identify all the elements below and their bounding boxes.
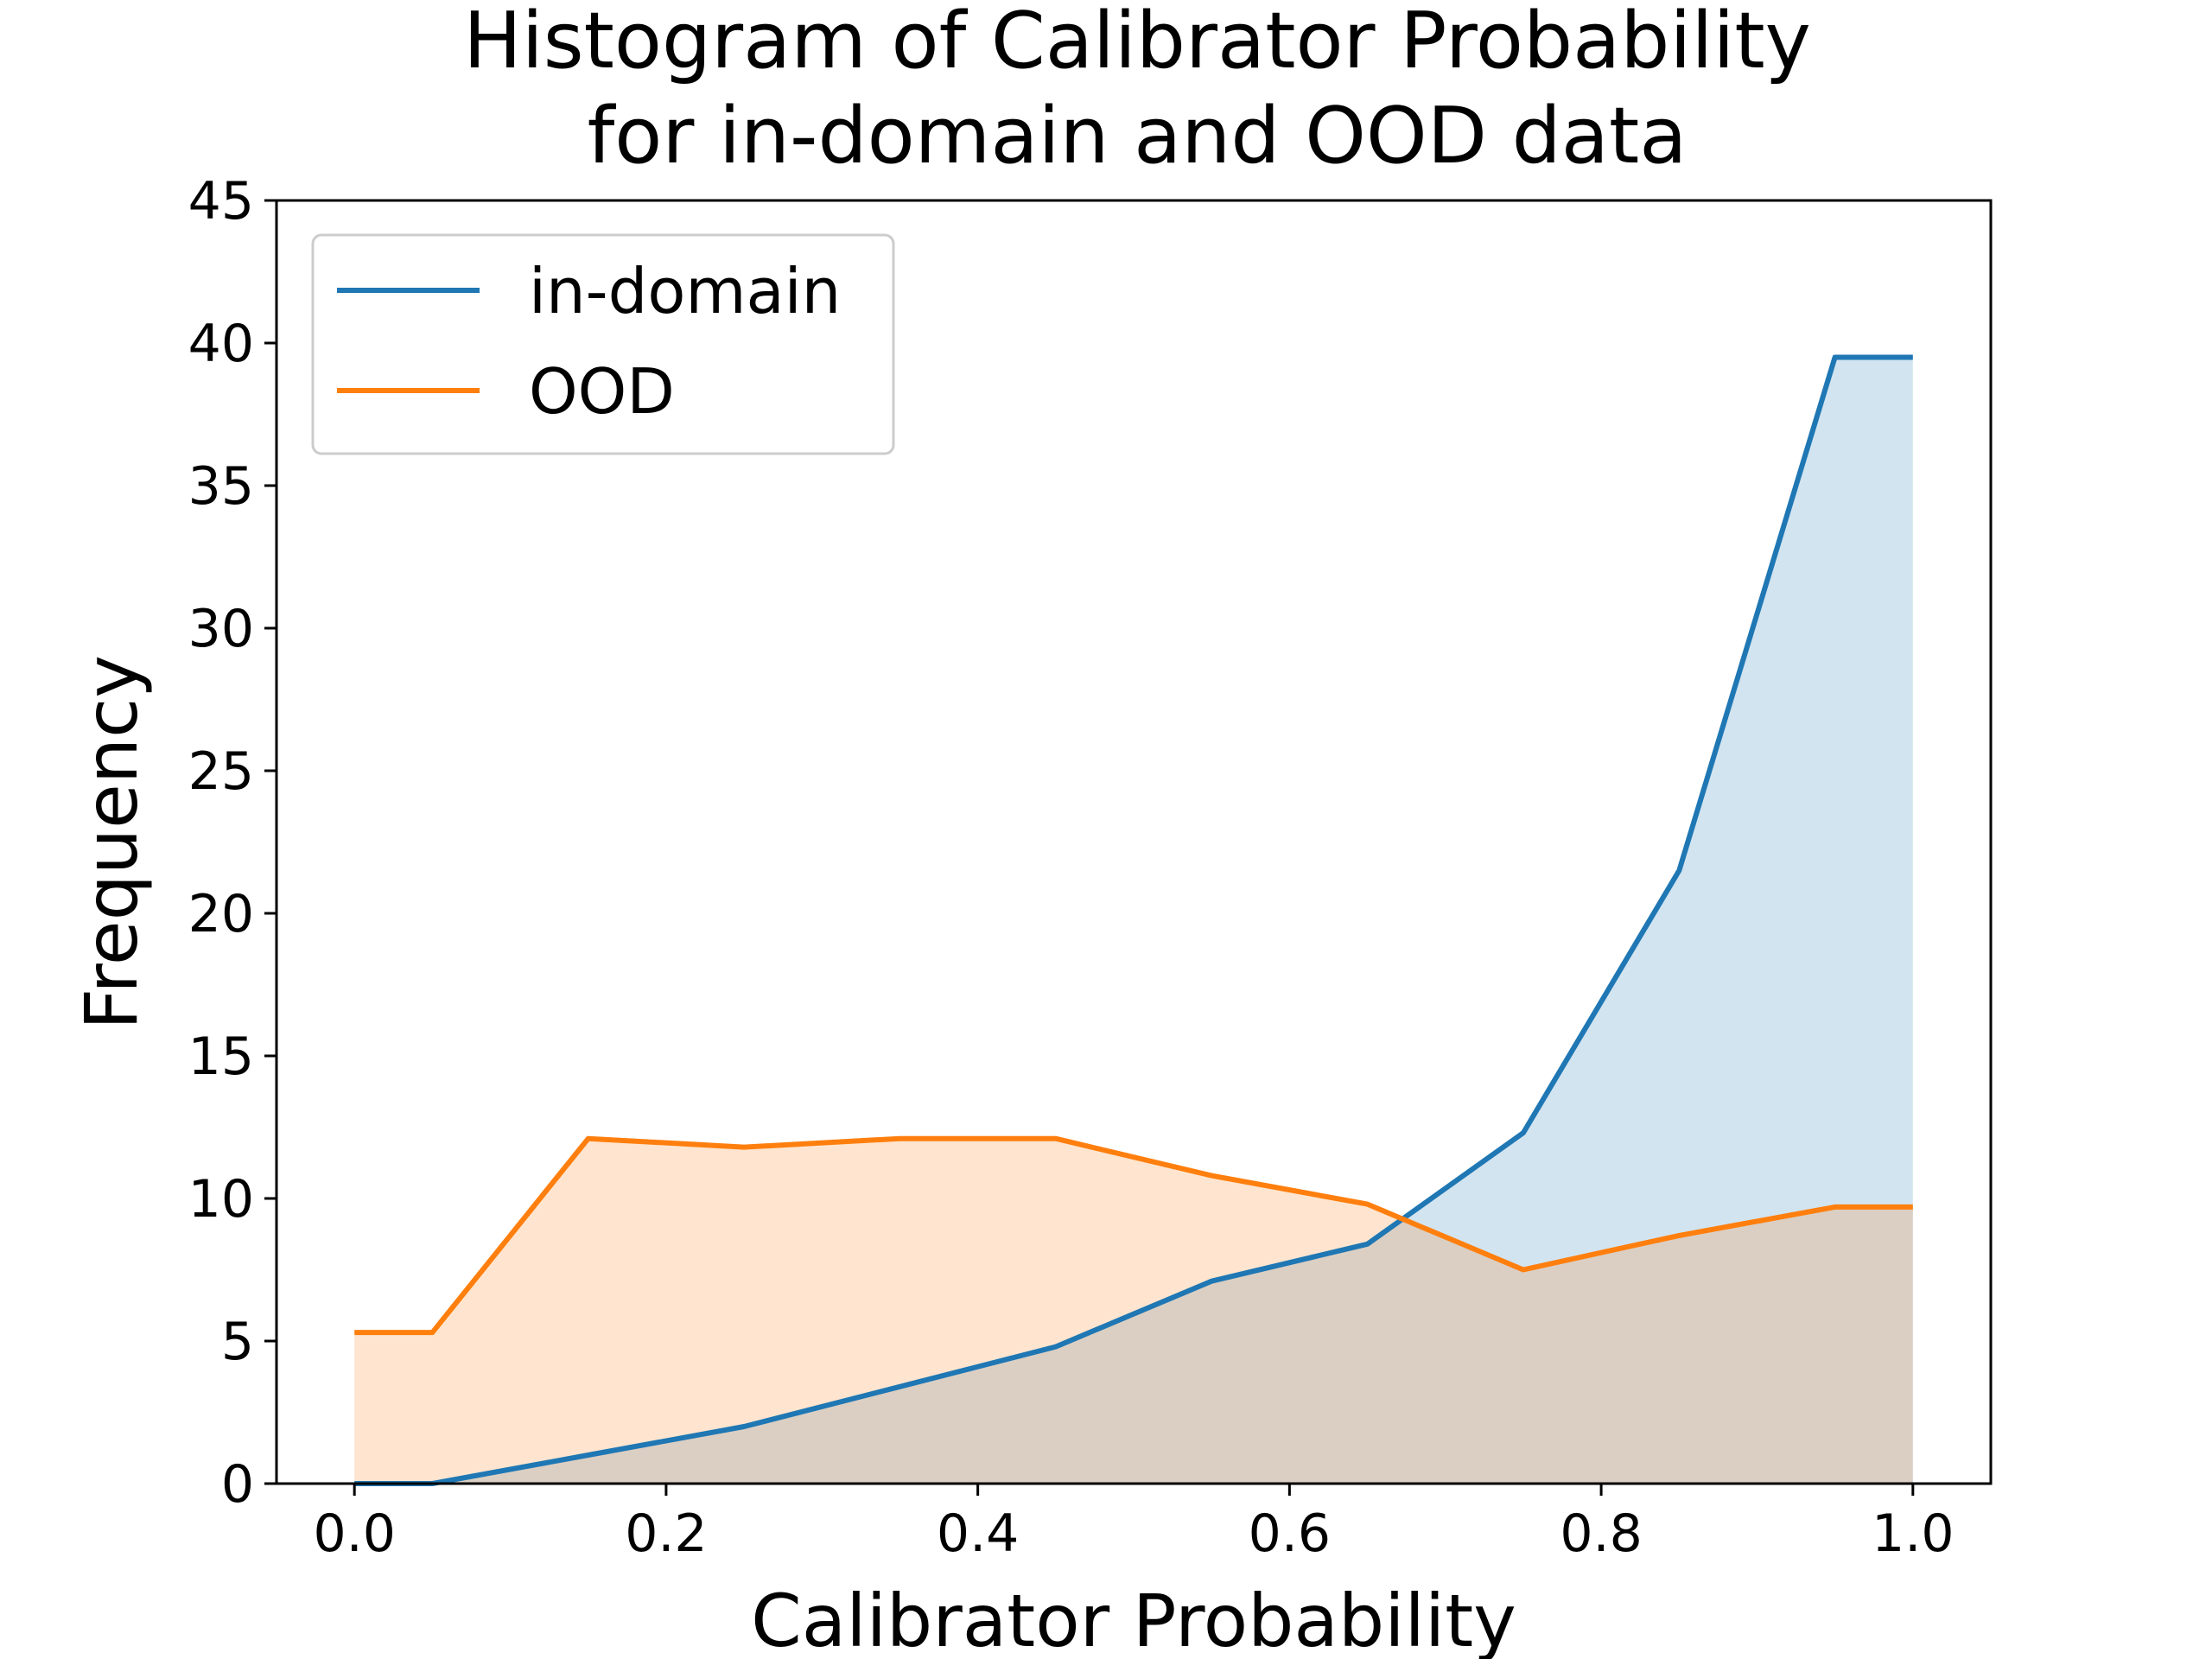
y-tick-label: 45: [188, 171, 254, 232]
y-tick-label: 5: [221, 1312, 254, 1372]
legend-label-in-domain: in-domain: [529, 255, 841, 327]
x-axis: 0.0 0.2 0.4 0.6 0.8 1.0: [313, 1484, 1955, 1564]
x-axis-label: Calibrator Probability: [751, 1579, 1516, 1659]
chart-title-line-1: Histogram of Calibrator Probability: [463, 0, 1811, 86]
chart-title-line-2: for in-domain and OOD data: [588, 91, 1688, 181]
chart-title: Histogram of Calibrator Probability for …: [463, 0, 1811, 181]
x-tick-label: 1.0: [1872, 1503, 1954, 1564]
y-tick-label: 20: [188, 884, 254, 944]
area-fill-ood: [354, 1138, 1913, 1484]
x-tick-label: 0.8: [1560, 1503, 1642, 1564]
y-tick-label: 35: [188, 456, 254, 517]
series-lines: [354, 354, 1913, 1486]
y-tick-label: 40: [188, 314, 254, 374]
line-in-domain: [354, 354, 1913, 1486]
legend-label-ood: OOD: [529, 355, 675, 428]
line-ood: [354, 1135, 1913, 1336]
y-tick-label: 25: [188, 741, 254, 802]
x-tick-label: 0.4: [937, 1503, 1019, 1564]
y-axis-label: Frequency: [69, 655, 154, 1030]
x-tick-label: 0.0: [313, 1503, 395, 1564]
x-tick-label: 0.2: [625, 1503, 707, 1564]
y-tick-label: 30: [188, 599, 254, 659]
y-tick-label: 0: [221, 1454, 254, 1515]
y-tick-label: 15: [188, 1027, 254, 1087]
y-axis: 0 5 10 15 20 25 30 35 40 45: [188, 171, 276, 1515]
series-fills: [354, 357, 1913, 1484]
area-fill-in-domain: [354, 357, 1913, 1484]
y-tick-label: 10: [188, 1169, 254, 1230]
plot-area-frame: [275, 199, 1993, 1485]
legend: in-domain OOD: [311, 233, 895, 455]
x-tick-label: 0.6: [1249, 1503, 1331, 1564]
